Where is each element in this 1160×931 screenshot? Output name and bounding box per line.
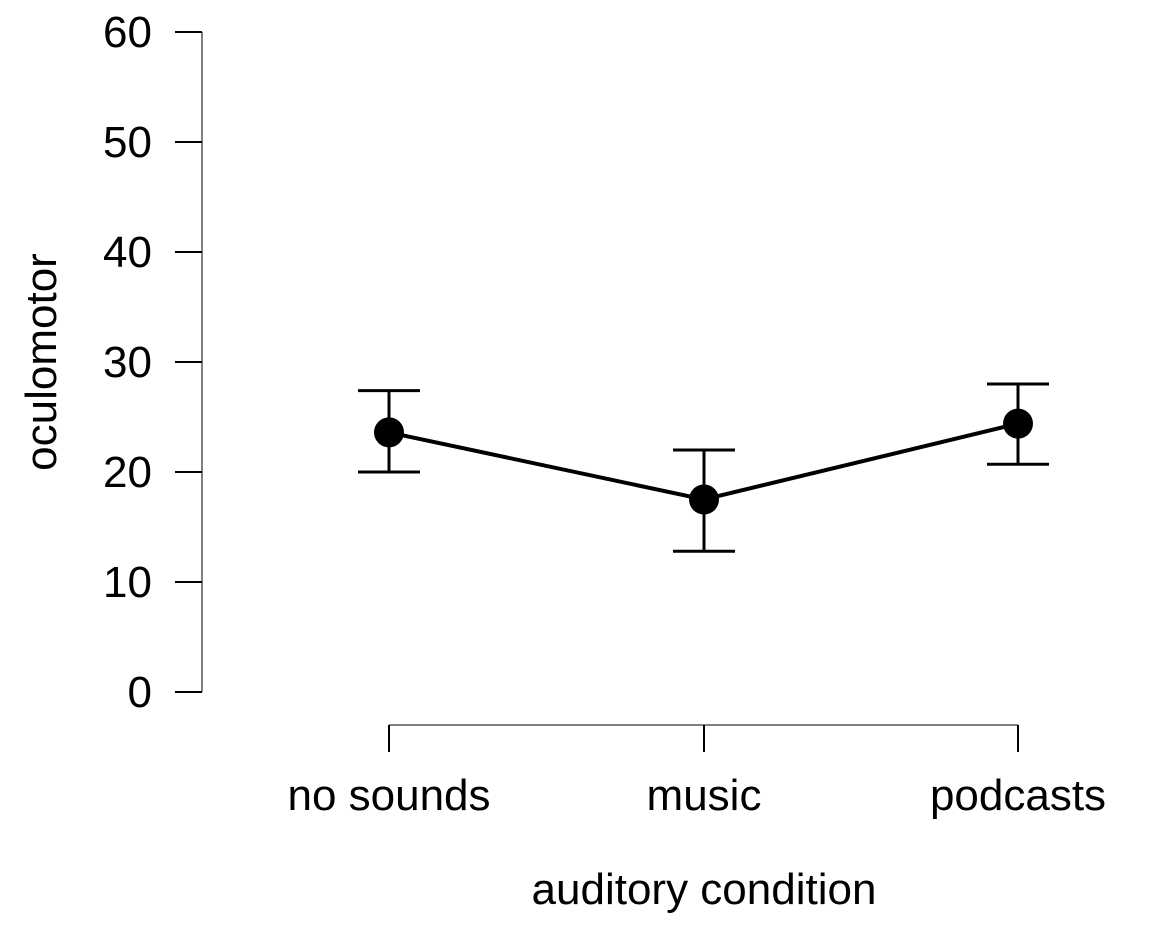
data-point	[374, 417, 404, 448]
y-tick-label: 30	[103, 338, 152, 387]
x-tick-label: podcasts	[930, 771, 1106, 820]
x-axis: no sounds music podcasts	[287, 724, 1106, 820]
x-tick-label: no sounds	[287, 771, 490, 820]
y-tick-label: 40	[103, 228, 152, 277]
y-tick-label: 20	[103, 448, 152, 497]
y-tick-label: 0	[128, 668, 152, 717]
y-axis: 0 10 20 30 40 50 60	[103, 8, 203, 717]
x-axis-title: auditory condition	[532, 865, 877, 914]
plot-area	[358, 382, 1049, 553]
y-tick-label: 60	[103, 8, 152, 57]
data-point	[1003, 408, 1033, 439]
y-tick-label: 10	[103, 558, 152, 607]
y-tick-label: 50	[103, 118, 152, 167]
data-point	[689, 484, 719, 515]
y-axis-title: oculomotor	[17, 253, 66, 471]
x-tick-label: music	[647, 771, 762, 820]
